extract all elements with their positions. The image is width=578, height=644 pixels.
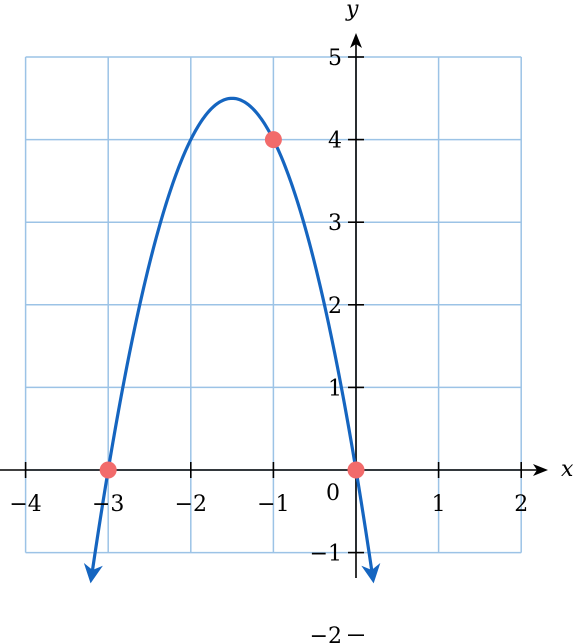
- y-tick-label: −2: [310, 624, 342, 644]
- x-tick-label: −1: [257, 492, 289, 517]
- x-tick-label: −4: [9, 492, 41, 517]
- y-tick-label: 5: [328, 46, 342, 71]
- x-tick-label: 1: [432, 492, 446, 517]
- highlight-point: [347, 461, 365, 479]
- x-tick-label: −2: [175, 492, 207, 517]
- y-tick-label: 4: [328, 129, 342, 154]
- y-tick-label: 3: [328, 211, 342, 236]
- parabola-series-line: [83, 96, 381, 584]
- y-axis-arrow: [350, 33, 362, 48]
- origin-label: 0: [326, 481, 340, 506]
- ticks: [24, 56, 523, 637]
- axes: [0, 33, 548, 578]
- x-tick-label: 2: [514, 492, 528, 517]
- y-tick-label: 1: [328, 376, 342, 401]
- x-axis-arrow: [533, 464, 548, 476]
- highlight-points: [99, 131, 365, 479]
- x-axis-label: x: [561, 457, 574, 482]
- y-tick-label: −1: [310, 542, 342, 567]
- highlight-point: [264, 131, 282, 149]
- y-axis-label: y: [345, 0, 359, 22]
- highlight-point: [99, 461, 117, 479]
- tick-labels: −4 −3 −2 −1 1 2 5 4 3 2 1 −1 −2: [9, 46, 528, 644]
- y-tick-label: 2: [328, 294, 342, 319]
- curve-layer: [83, 96, 381, 584]
- x-tick-label: −3: [92, 492, 124, 517]
